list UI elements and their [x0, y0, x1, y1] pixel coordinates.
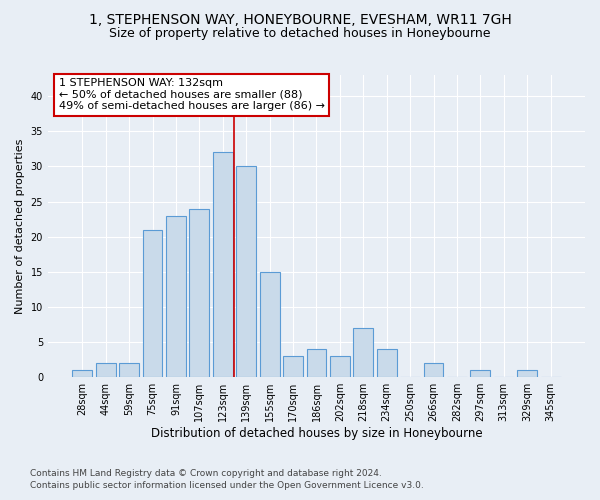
Bar: [213, 152, 233, 377]
Bar: [470, 370, 490, 377]
Text: 1 STEPHENSON WAY: 132sqm
← 50% of detached houses are smaller (88)
49% of semi-d: 1 STEPHENSON WAY: 132sqm ← 50% of detach…: [59, 78, 325, 111]
Y-axis label: Number of detached properties: Number of detached properties: [15, 138, 25, 314]
Bar: [96, 363, 116, 377]
Bar: [143, 230, 163, 377]
Bar: [73, 370, 92, 377]
Text: Contains public sector information licensed under the Open Government Licence v3: Contains public sector information licen…: [30, 481, 424, 490]
X-axis label: Distribution of detached houses by size in Honeybourne: Distribution of detached houses by size …: [151, 427, 482, 440]
Bar: [377, 349, 397, 377]
Bar: [307, 349, 326, 377]
Text: 1, STEPHENSON WAY, HONEYBOURNE, EVESHAM, WR11 7GH: 1, STEPHENSON WAY, HONEYBOURNE, EVESHAM,…: [89, 12, 511, 26]
Bar: [517, 370, 537, 377]
Text: Size of property relative to detached houses in Honeybourne: Size of property relative to detached ho…: [109, 28, 491, 40]
Text: Contains HM Land Registry data © Crown copyright and database right 2024.: Contains HM Land Registry data © Crown c…: [30, 468, 382, 477]
Bar: [330, 356, 350, 377]
Bar: [190, 208, 209, 377]
Bar: [424, 363, 443, 377]
Bar: [260, 272, 280, 377]
Bar: [283, 356, 303, 377]
Bar: [353, 328, 373, 377]
Bar: [166, 216, 186, 377]
Bar: [119, 363, 139, 377]
Bar: [236, 166, 256, 377]
